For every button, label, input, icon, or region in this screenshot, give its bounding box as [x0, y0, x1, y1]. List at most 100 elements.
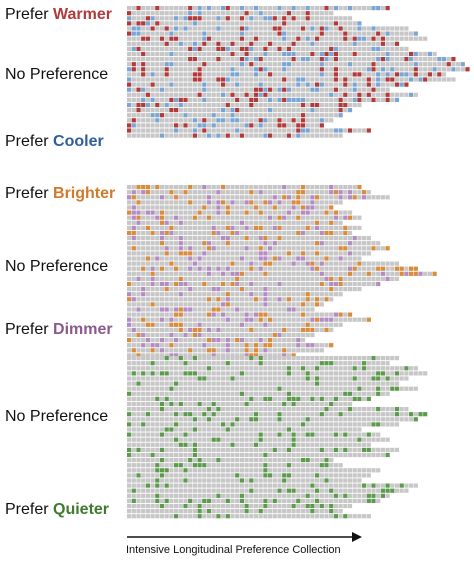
cell-noise-r4-c9 [169, 376, 174, 381]
cell-thermal-r1-c14 [192, 11, 197, 16]
cell-thermal-r1-c15 [197, 11, 202, 16]
cell-thermal-r23-c35 [291, 123, 296, 128]
cell-light-r3-c35 [291, 200, 296, 205]
cell-thermal-r4-c48 [352, 26, 357, 31]
cell-light-r31-c2 [136, 343, 141, 348]
cell-thermal-r10-c27 [253, 57, 259, 62]
cell-light-r1-c31 [272, 190, 277, 195]
cell-light-r25-c28 [258, 312, 263, 317]
cell-noise-r10-c44 [333, 407, 338, 412]
cell-thermal-r4-c21 [225, 26, 230, 31]
cell-light-r7-c15 [197, 220, 202, 225]
cell-noise-r20-c42 [324, 458, 329, 463]
cell-light-r12-c36 [296, 246, 301, 251]
cell-noise-r5-c2 [136, 381, 141, 386]
cell-thermal-r7-c9 [169, 41, 174, 46]
cell-thermal-r10-c33 [282, 57, 287, 62]
cell-thermal-r21-c25 [244, 113, 249, 118]
cell-light-r8-c43 [329, 225, 334, 230]
cell-light-r13-c47 [347, 251, 353, 256]
cell-noise-r12-c44 [333, 417, 338, 422]
cell-noise-r23-c33 [282, 473, 287, 478]
cell-noise-r15-c37 [300, 432, 306, 437]
cell-noise-r9-c45 [338, 401, 343, 407]
cell-noise-r11-c27 [253, 412, 259, 417]
cell-light-r11-c46 [343, 241, 348, 246]
cell-thermal-r3-c29 [263, 21, 268, 26]
cell-light-r22-c5 [150, 297, 155, 302]
cell-noise-r9-c1 [131, 401, 136, 407]
cell-noise-r5-c23 [235, 381, 240, 386]
cell-light-r30-c28 [258, 338, 263, 343]
cell-light-r31-c42 [324, 343, 329, 348]
cell-light-r22-c37 [300, 297, 306, 302]
cell-light-r13-c28 [258, 251, 263, 256]
cell-noise-r19-c32 [277, 452, 282, 458]
cell-noise-r14-c17 [206, 427, 212, 432]
cell-noise-r26-c57 [394, 488, 400, 493]
cell-thermal-r3-c20 [221, 21, 226, 26]
cell-noise-r24-c5 [150, 478, 155, 483]
cell-thermal-r13-c25 [244, 72, 249, 77]
cell-noise-r27-c23 [235, 493, 240, 498]
cell-thermal-r12-c22 [230, 67, 235, 72]
cell-light-r25-c12 [183, 312, 188, 317]
cell-noise-r17-c21 [225, 442, 230, 447]
cell-thermal-r2-c20 [221, 16, 226, 21]
cell-noise-r4-c6 [155, 376, 160, 381]
cell-thermal-r20-c36 [296, 108, 301, 113]
cell-thermal-r13-c60 [409, 72, 414, 77]
cell-noise-r14-c43 [329, 427, 334, 432]
cell-noise-r25-c22 [230, 483, 235, 488]
cell-light-r4-c35 [291, 205, 296, 210]
cell-thermal-r5-c20 [221, 31, 226, 36]
cell-light-r31-c40 [315, 343, 320, 348]
cell-light-r23-c1 [131, 302, 136, 307]
cell-noise-r17-c48 [352, 442, 357, 447]
cell-noise-r4-c22 [230, 376, 235, 381]
cell-thermal-r13-c23 [235, 72, 240, 77]
cell-thermal-r14-c24 [239, 77, 244, 82]
cell-thermal-r3-c49 [357, 21, 362, 26]
cell-thermal-r23-c27 [253, 123, 259, 128]
cell-light-r20-c33 [282, 287, 287, 292]
cell-noise-r27-c21 [225, 493, 230, 498]
cell-light-r9-c40 [315, 230, 320, 236]
cell-thermal-r15-c9 [169, 82, 174, 87]
cell-thermal-r1-c37 [300, 11, 306, 16]
cell-light-r8-c39 [310, 225, 315, 230]
cell-noise-r27-c49 [357, 493, 362, 498]
cell-thermal-r15-c8 [164, 82, 169, 87]
cell-thermal-r18-c19 [216, 97, 221, 102]
cell-light-r17-c3 [141, 271, 146, 276]
cell-light-r16-c21 [225, 266, 230, 271]
cell-noise-r23-c10 [174, 473, 179, 478]
cell-light-r18-c45 [338, 276, 343, 281]
cell-noise-r2-c29 [263, 366, 268, 371]
cell-noise-r23-c5 [150, 473, 155, 478]
cell-noise-r25-c36 [296, 483, 301, 488]
cell-thermal-r13-c11 [178, 72, 183, 77]
cell-light-r21-c36 [296, 292, 301, 297]
cell-light-r6-c40 [315, 215, 320, 220]
cell-light-r16-c55 [385, 266, 390, 271]
cell-thermal-r0-c19 [216, 6, 221, 11]
cell-noise-r1-c27 [253, 361, 259, 366]
cell-noise-r12-c17 [206, 417, 212, 422]
cell-light-r10-c46 [343, 236, 348, 241]
cell-thermal-r20-c43 [329, 108, 334, 113]
cell-noise-r17-c8 [164, 442, 169, 447]
cell-noise-r11-c50 [362, 412, 367, 417]
cell-light-r32-c26 [249, 348, 254, 353]
cell-noise-r2-c21 [225, 366, 230, 371]
cell-light-r11-c11 [178, 241, 183, 246]
cell-light-r14-c3 [141, 256, 146, 261]
cell-noise-r14-c30 [268, 427, 273, 432]
cell-light-r12-c40 [315, 246, 320, 251]
cell-thermal-r2-c34 [286, 16, 291, 21]
cell-noise-r7-c9 [169, 391, 174, 396]
cell-light-r5-c10 [174, 210, 179, 215]
cell-thermal-r24-c35 [291, 128, 296, 133]
cell-noise-r13-c25 [244, 422, 249, 427]
cell-noise-r28-c0 [127, 498, 132, 503]
